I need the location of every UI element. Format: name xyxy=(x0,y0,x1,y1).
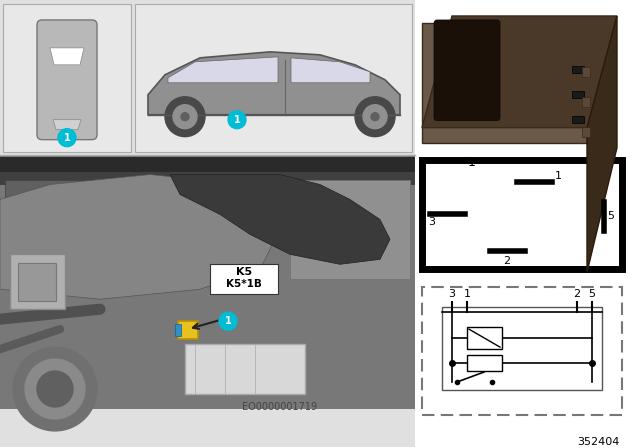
Circle shape xyxy=(37,371,73,407)
Bar xyxy=(0,0,415,447)
Text: 3: 3 xyxy=(428,217,435,228)
Bar xyxy=(572,116,584,123)
Text: 1: 1 xyxy=(463,289,470,299)
Bar xyxy=(422,287,622,415)
Bar xyxy=(0,157,415,172)
Bar xyxy=(582,127,590,137)
Bar xyxy=(422,23,587,142)
Bar xyxy=(422,159,622,269)
Bar xyxy=(135,4,412,151)
Circle shape xyxy=(355,97,395,137)
Text: 1: 1 xyxy=(555,171,562,181)
Text: 1: 1 xyxy=(225,316,232,326)
Bar xyxy=(0,155,415,409)
Bar xyxy=(582,97,590,107)
Circle shape xyxy=(58,129,76,146)
Polygon shape xyxy=(168,57,278,83)
Polygon shape xyxy=(587,16,617,272)
Circle shape xyxy=(371,113,379,121)
Text: EO0000001719: EO0000001719 xyxy=(243,402,317,412)
Bar xyxy=(3,4,131,151)
Circle shape xyxy=(25,359,85,419)
Bar xyxy=(175,324,181,336)
Circle shape xyxy=(181,113,189,121)
Text: 5: 5 xyxy=(589,289,595,299)
Polygon shape xyxy=(50,48,84,65)
Bar xyxy=(442,307,602,390)
Text: 1: 1 xyxy=(63,133,70,142)
Text: 2: 2 xyxy=(573,289,580,299)
Text: K5*1B: K5*1B xyxy=(226,279,262,289)
Circle shape xyxy=(13,347,97,431)
Text: 3: 3 xyxy=(449,289,456,299)
Text: 1: 1 xyxy=(234,115,241,125)
Bar xyxy=(415,0,640,447)
Polygon shape xyxy=(170,175,390,264)
Circle shape xyxy=(363,105,387,129)
Bar xyxy=(572,91,584,98)
Polygon shape xyxy=(148,52,400,115)
Circle shape xyxy=(173,105,197,129)
Bar xyxy=(100,185,180,259)
Polygon shape xyxy=(422,16,617,128)
Polygon shape xyxy=(291,58,370,83)
Bar xyxy=(178,321,198,339)
Bar xyxy=(185,344,305,394)
Bar xyxy=(467,355,502,371)
Bar xyxy=(582,67,590,77)
Bar xyxy=(210,264,278,294)
Text: 352404: 352404 xyxy=(577,437,619,447)
FancyBboxPatch shape xyxy=(37,20,97,140)
Text: K5: K5 xyxy=(236,267,252,277)
Polygon shape xyxy=(53,120,81,129)
Bar xyxy=(0,167,415,185)
Bar xyxy=(5,180,100,269)
Bar xyxy=(467,327,502,349)
Bar xyxy=(572,66,584,73)
Text: 5: 5 xyxy=(607,211,614,221)
Bar xyxy=(18,263,56,301)
Bar xyxy=(10,254,65,309)
Bar xyxy=(185,180,285,229)
Circle shape xyxy=(219,312,237,330)
Circle shape xyxy=(228,111,246,129)
Polygon shape xyxy=(0,175,280,299)
FancyBboxPatch shape xyxy=(434,20,500,121)
Text: 1: 1 xyxy=(468,156,476,169)
Text: 2: 2 xyxy=(504,256,511,266)
Bar xyxy=(290,180,410,279)
Circle shape xyxy=(165,97,205,137)
